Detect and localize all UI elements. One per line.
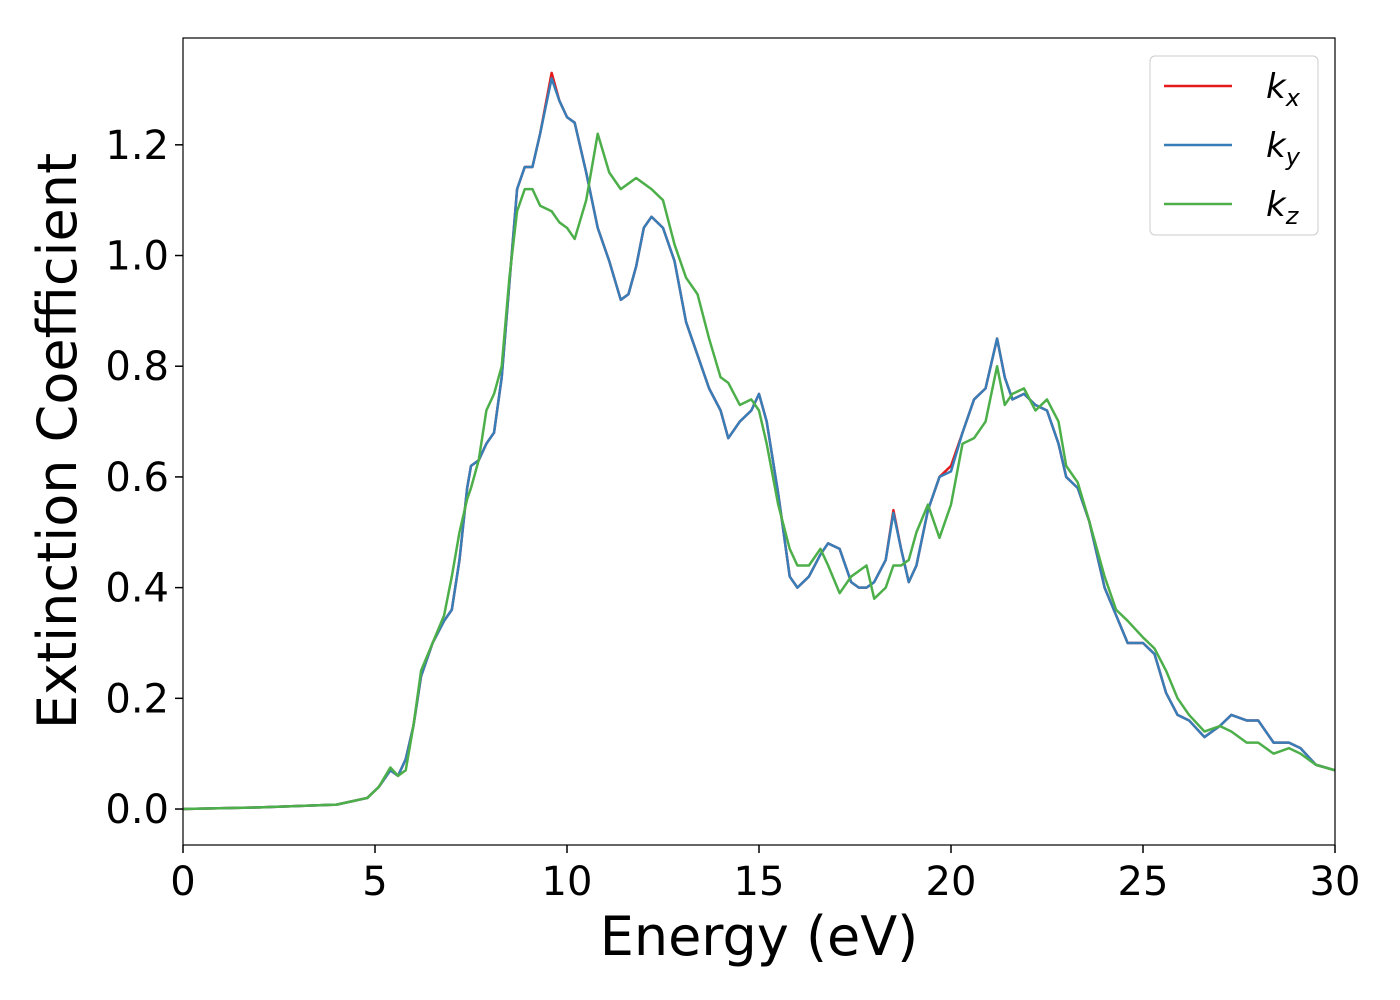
- plot-frame: [182, 37, 1336, 846]
- y-tick-label: 0.4: [105, 566, 169, 612]
- legend-label: kz: [1266, 185, 1300, 230]
- y-tick-label: 1.2: [105, 123, 169, 169]
- x-tick-label: 30: [1310, 859, 1361, 905]
- series-line: [183, 132, 1335, 811]
- y-tick-label: 0.8: [105, 344, 169, 390]
- x-tick-label: 20: [926, 859, 977, 905]
- y-axis-label: Extinction Coefficient: [26, 153, 89, 729]
- y-tick-label: 0.2: [105, 676, 169, 722]
- x-tick-label: 5: [362, 859, 387, 905]
- x-tick-label: 10: [542, 859, 593, 905]
- x-tick-label: 0: [170, 859, 195, 905]
- x-tick-label: 25: [1118, 859, 1169, 905]
- legend-label: kx: [1266, 67, 1301, 112]
- y-tick-label: 0.6: [105, 455, 169, 501]
- x-axis-label: Energy (eV): [600, 905, 919, 968]
- y-tick-label: 0.0: [105, 787, 169, 833]
- y-tick-label: 1.0: [105, 234, 169, 280]
- x-tick-label: 15: [734, 859, 785, 905]
- legend-label: ky: [1266, 126, 1301, 171]
- legend-box: [1149, 55, 1319, 236]
